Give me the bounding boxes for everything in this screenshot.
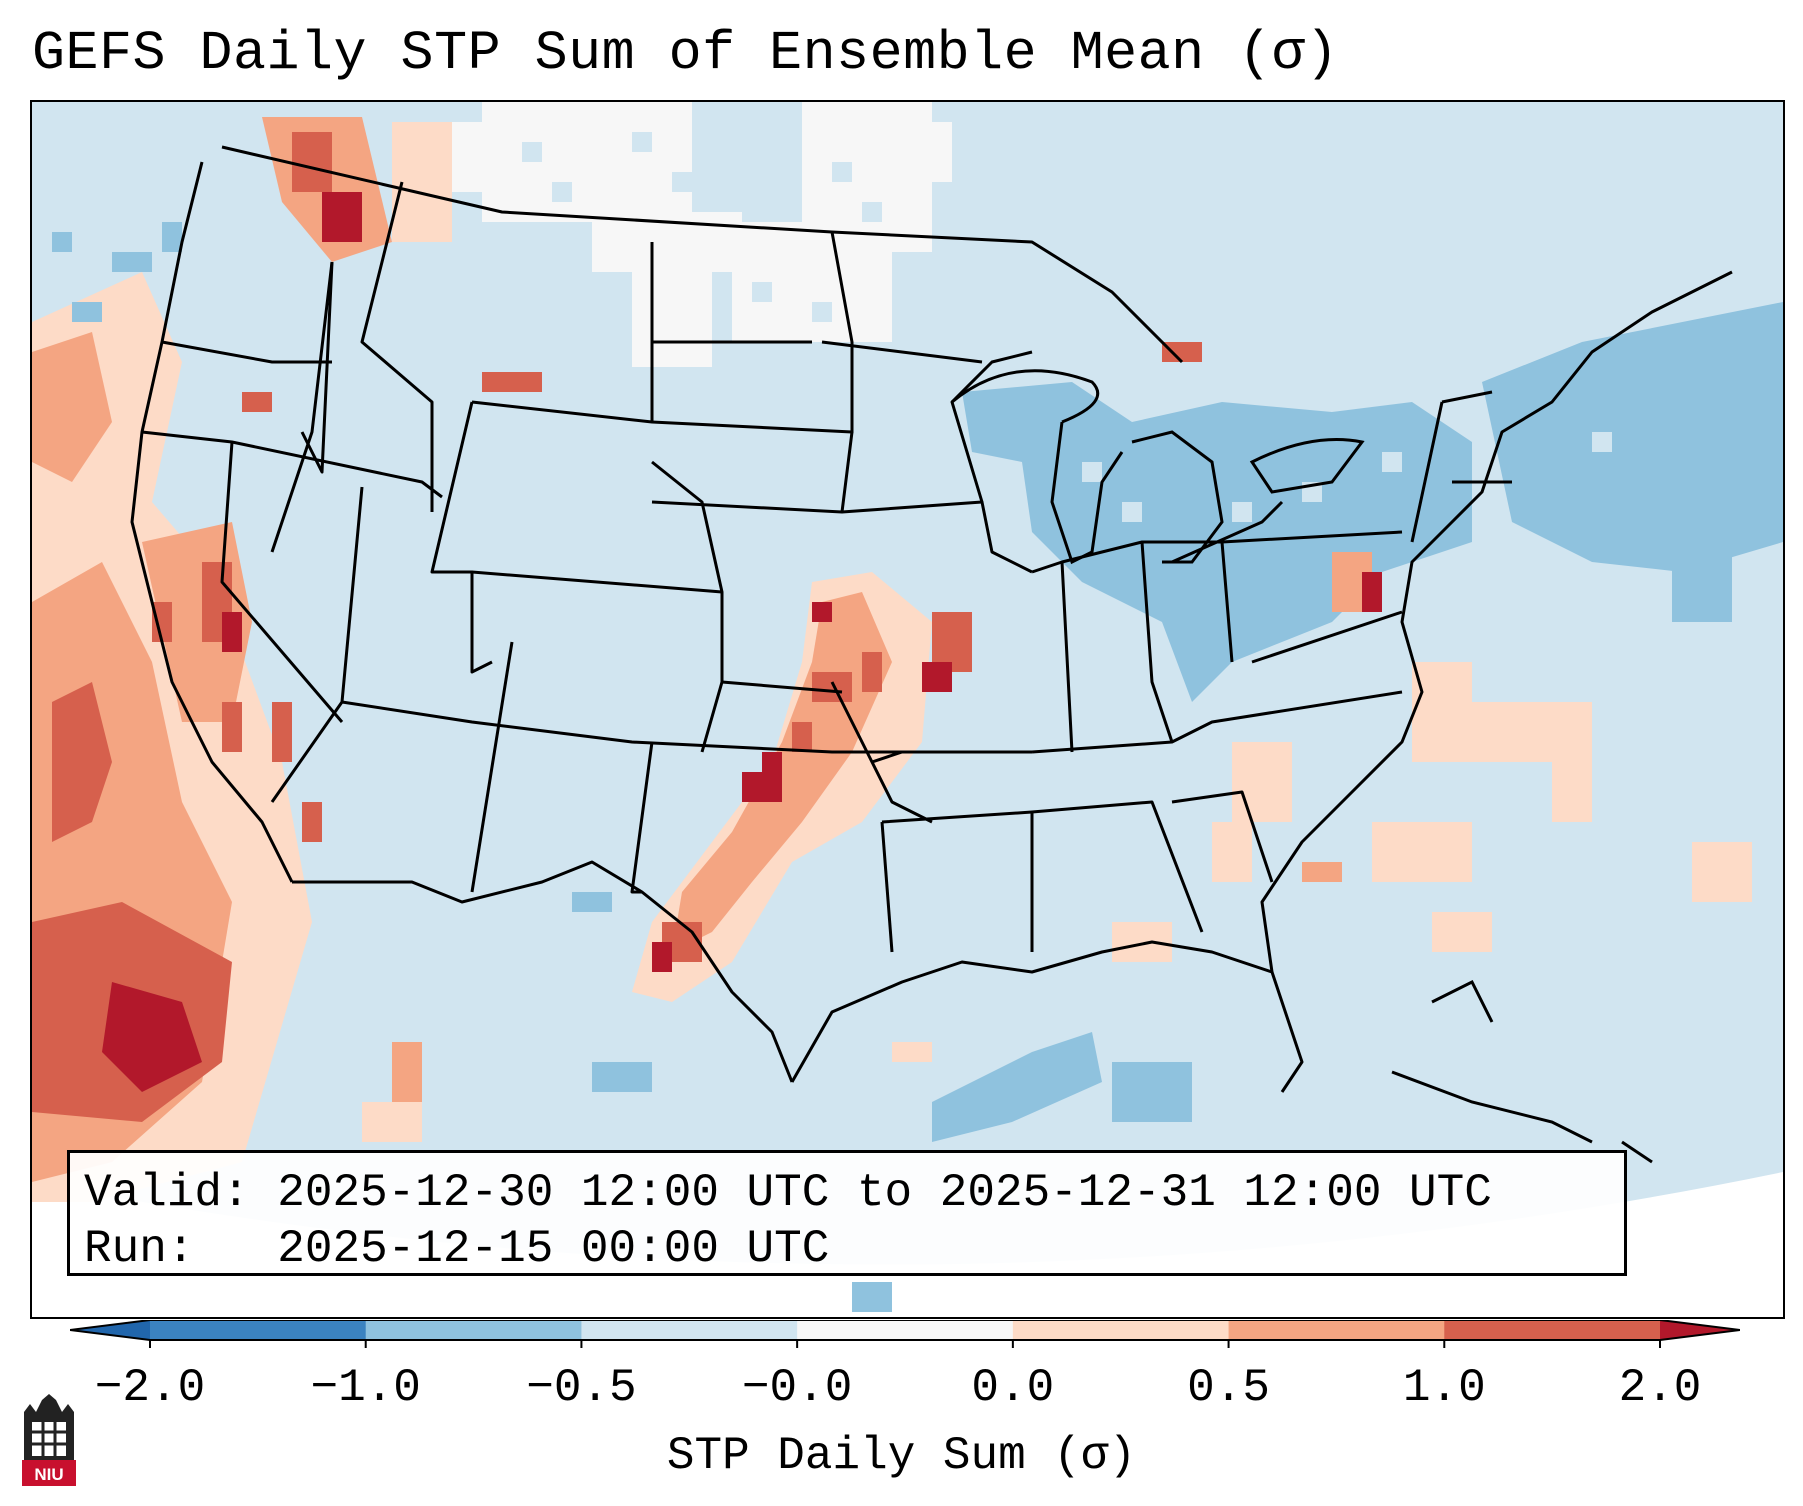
canada-speckle — [522, 132, 882, 322]
run-value: 2025-12-15 00:00 UTC — [277, 1223, 830, 1275]
northeast-warm-bits — [1162, 342, 1382, 612]
colorbar-tick-label: 0.5 — [1187, 1362, 1270, 1414]
colorbar-segment — [1228, 1320, 1445, 1340]
projection-edge — [32, 1172, 1783, 1317]
colorbar-segment — [1012, 1320, 1230, 1340]
colorbar-segment — [1444, 1320, 1661, 1340]
colorbar-tick-label: 1.0 — [1402, 1362, 1486, 1414]
state-boundaries — [130, 145, 1733, 1093]
colorbar-extend-low — [70, 1320, 150, 1340]
valid-run-info-box: Valid: 2025-12-30 12:00 UTC to 2025-12-3… — [67, 1150, 1627, 1276]
colorbar-segment — [150, 1320, 367, 1340]
colorbar-label: STP Daily Sum (σ) — [666, 1430, 1137, 1482]
map-canvas — [32, 102, 1783, 1317]
colorbar-tick-label: −2.0 — [94, 1362, 206, 1414]
run-prefix: Run: — [84, 1223, 195, 1275]
map-panel[interactable] — [30, 100, 1785, 1319]
gulf-cool-patches — [572, 892, 1192, 1312]
atlantic-warm-patches — [1112, 662, 1752, 962]
chart-title: GEFS Daily STP Sum of Ensemble Mean (σ) — [32, 22, 1339, 85]
run-line: Run: 2025-12-15 00:00 UTC — [84, 1221, 1610, 1277]
california-warm-cells — [142, 522, 322, 842]
valid-prefix: Valid: — [84, 1167, 250, 1219]
southern-plains-warm-band — [632, 572, 972, 1002]
colorbar-tick-label: −1.0 — [310, 1362, 421, 1414]
colorbar-tick-label: −0.0 — [741, 1362, 853, 1414]
pacific-warm-swath — [32, 272, 312, 1202]
pacific-cool-specks — [52, 222, 182, 322]
caribbean-islands — [1391, 979, 1653, 1164]
colorbar-tick-label: 2.0 — [1618, 1362, 1702, 1414]
colorbar-tick-label: −0.5 — [526, 1362, 637, 1414]
logo-text: NIU — [34, 1465, 63, 1484]
colorbar-segment — [365, 1320, 582, 1340]
valid-value: 2025-12-30 12:00 UTC to 2025-12-31 12:00… — [277, 1167, 1492, 1219]
northeast-specks — [1082, 432, 1612, 522]
mexico-warm-patches — [362, 1042, 932, 1142]
colorbar-extend-high — [1660, 1320, 1740, 1340]
colorbar — [70, 1320, 1740, 1348]
colorbar-outline — [70, 1320, 1740, 1341]
niu-castle-logo: NIU — [22, 1394, 76, 1486]
colorbar-segment — [797, 1320, 1014, 1340]
great-lakes-outline — [951, 369, 1365, 565]
valid-line: Valid: 2025-12-30 12:00 UTC to 2025-12-3… — [84, 1165, 1610, 1221]
colorbar-segment — [581, 1320, 798, 1340]
colorbar-tick-label: 0.0 — [971, 1362, 1055, 1414]
